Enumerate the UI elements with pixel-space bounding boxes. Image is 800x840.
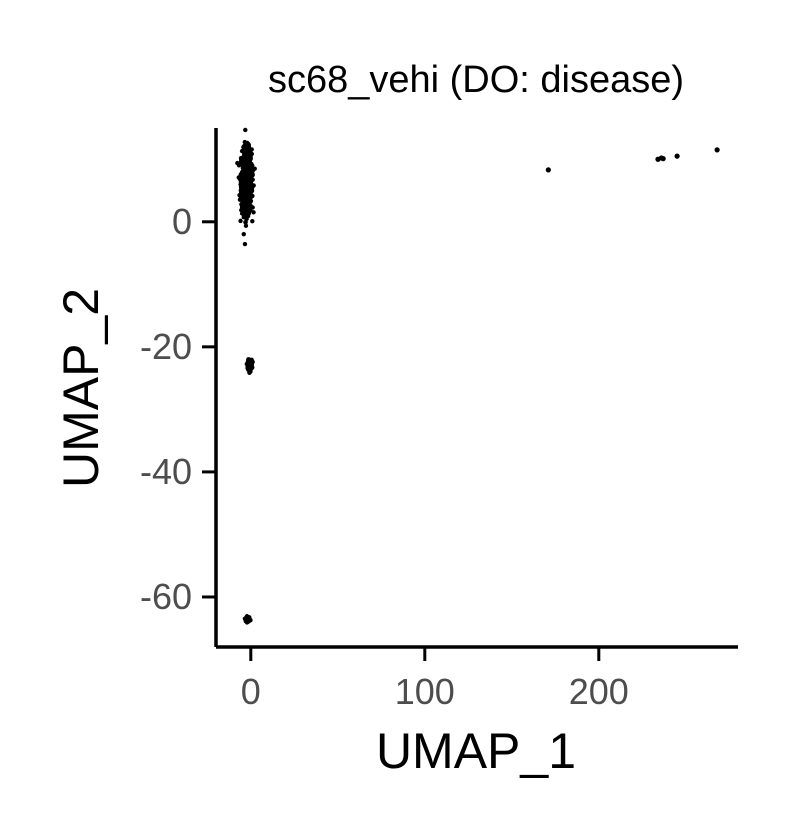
data-point [660,156,666,162]
data-point [250,193,255,199]
data-point [248,179,254,185]
data-point [243,223,249,228]
data-point [243,127,248,133]
data-point [244,204,249,209]
chart-title: sc68_vehi (DO: disease) [268,59,684,101]
data-point [246,152,252,158]
data-point [247,196,252,202]
data-point [674,153,680,159]
x-tick-label: 200 [569,671,629,712]
data-point [242,166,247,171]
y-tick-label: 0 [172,201,192,242]
x-tick-label: 0 [241,671,261,712]
data-point [245,160,250,166]
data-point [241,231,246,237]
x-axis-ticks: 0 100 200 [241,647,629,712]
data-point [246,617,251,622]
data-point [242,241,248,247]
data-point [241,143,247,149]
data-point [242,176,247,182]
data-point [248,207,253,213]
data-point [240,208,245,213]
data-point [545,167,551,173]
data-point [251,210,256,215]
data-point [242,154,247,160]
data-point [237,197,243,202]
data-point [243,191,248,196]
x-tick-label: 100 [395,671,455,712]
data-point [245,364,250,369]
data-point [714,147,720,153]
data-point [243,213,248,219]
points-layer [235,127,720,625]
data-point [242,149,247,154]
data-point [238,218,243,224]
y-tick-label: -40 [140,451,192,492]
data-point [237,161,242,167]
y-tick-label: -60 [140,576,192,617]
data-point [250,218,255,224]
y-axis-ticks: 0 -20 -40 -60 [140,201,216,617]
data-point [242,181,248,187]
data-point [246,145,251,150]
x-axis-title: UMAP_1 [376,723,576,779]
data-point [243,187,249,192]
data-point [247,157,253,162]
y-tick-label: -20 [140,326,192,367]
y-axis-title: UMAP_2 [53,288,109,488]
data-point [245,173,251,179]
data-point [249,189,254,194]
